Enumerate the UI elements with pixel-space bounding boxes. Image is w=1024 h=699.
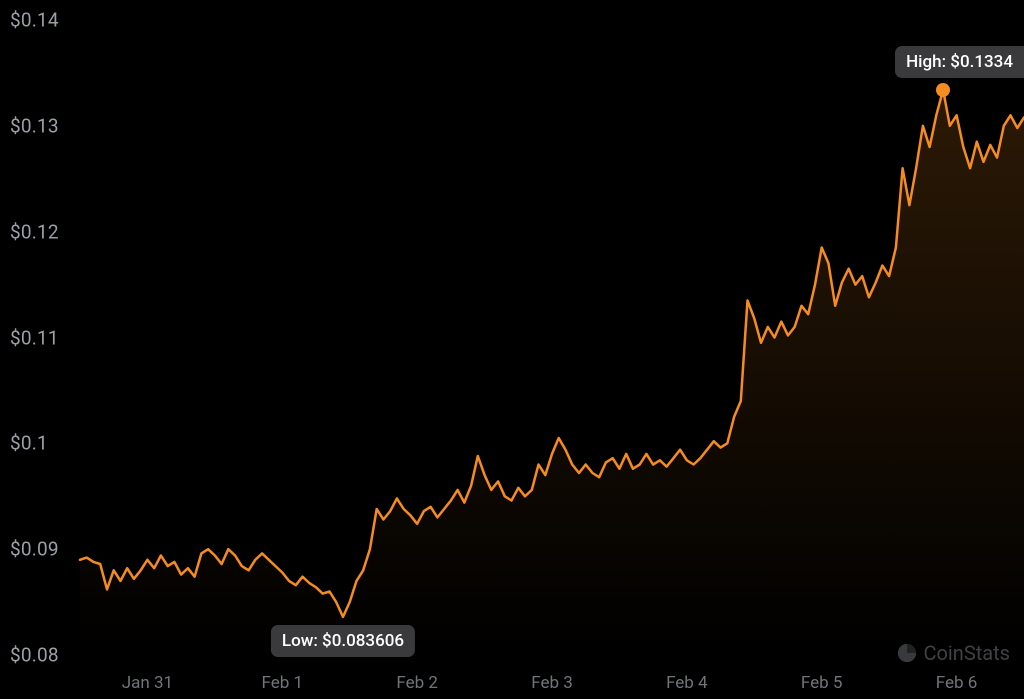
x-axis-label: Feb 2	[396, 673, 438, 693]
high-callout: High: $0.1334	[895, 46, 1024, 78]
y-axis-label: $0.1	[10, 432, 48, 455]
y-axis-label: $0.09	[10, 538, 59, 561]
x-axis-label: Feb 6	[936, 673, 978, 693]
chart-svg	[0, 0, 1024, 699]
x-axis-label: Feb 4	[666, 673, 708, 693]
low-callout: Low: $0.083606	[271, 625, 415, 657]
y-axis-label: $0.12	[10, 220, 59, 243]
x-axis-label: Jan 31	[122, 673, 173, 693]
y-axis-label: $0.13	[10, 114, 59, 137]
watermark: CoinStats	[896, 641, 1011, 665]
y-axis-label: $0.08	[10, 644, 59, 667]
x-axis-label: Feb 5	[801, 673, 843, 693]
watermark-text: CoinStats	[924, 641, 1011, 665]
y-axis-label: $0.11	[10, 326, 59, 349]
x-axis-label: Feb 1	[262, 673, 304, 693]
coinstats-icon	[896, 642, 918, 664]
high-callout-label: High: $0.1334	[906, 52, 1013, 72]
x-axis-label: Feb 3	[531, 673, 573, 693]
high-dot-marker	[936, 83, 950, 97]
price-chart: Low: $0.083606 High: $0.1334 CoinStats $…	[0, 0, 1024, 699]
y-axis-label: $0.14	[10, 9, 59, 32]
low-callout-label: Low: $0.083606	[282, 631, 404, 651]
